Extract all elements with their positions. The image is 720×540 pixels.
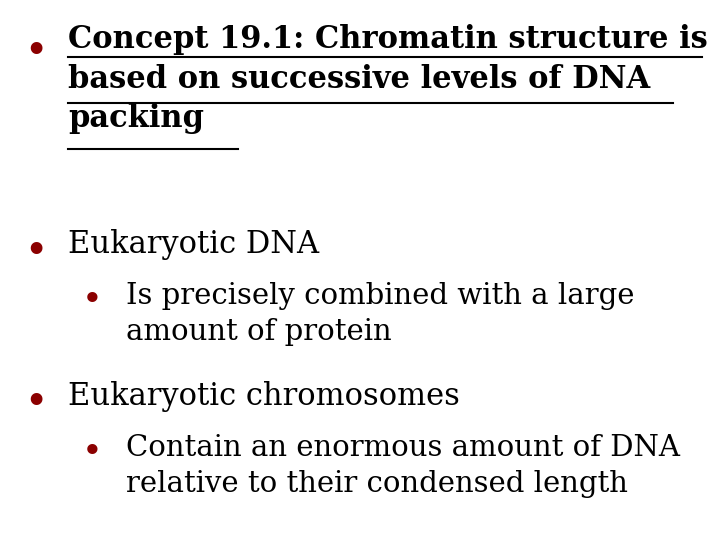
Text: •: • — [25, 35, 47, 68]
Text: Contain an enormous amount of DNA
relative to their condensed length: Contain an enormous amount of DNA relati… — [126, 434, 680, 498]
Text: Eukaryotic DNA: Eukaryotic DNA — [68, 230, 320, 260]
Text: •: • — [25, 386, 47, 419]
Text: •: • — [83, 438, 102, 467]
Text: •: • — [25, 235, 47, 268]
Text: •: • — [83, 286, 102, 314]
Text: Eukaryotic chromosomes: Eukaryotic chromosomes — [68, 381, 460, 411]
Text: Concept 19.1: Chromatin structure is
based on successive levels of DNA
packing: Concept 19.1: Chromatin structure is bas… — [68, 24, 708, 134]
Text: Is precisely combined with a large
amount of protein: Is precisely combined with a large amoun… — [126, 282, 634, 346]
